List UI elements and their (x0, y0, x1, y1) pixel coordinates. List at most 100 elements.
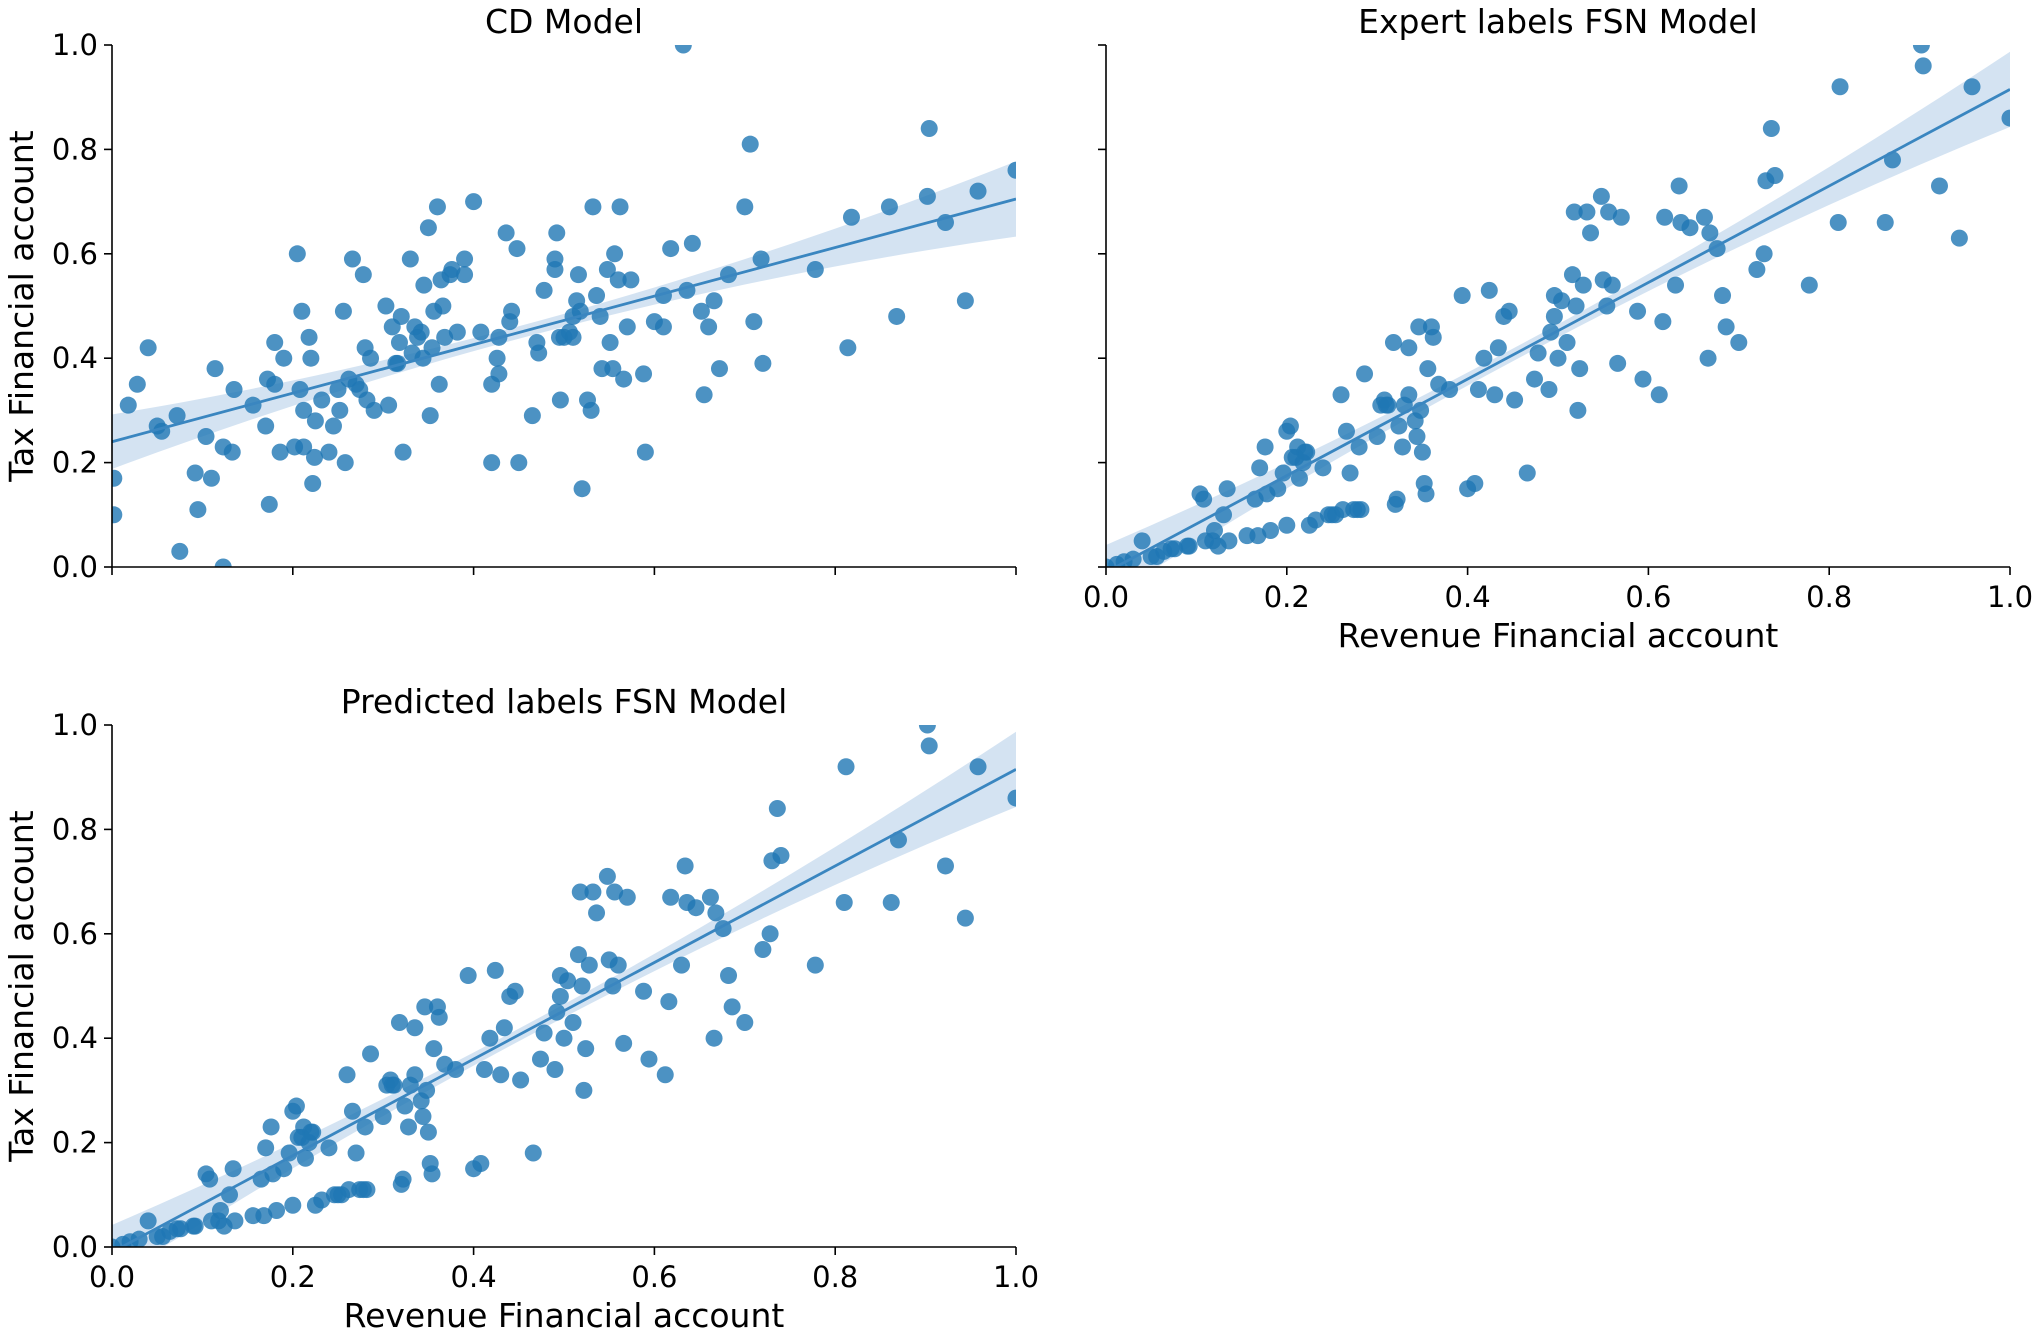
scatter-point (577, 1040, 595, 1058)
scatter-point (211, 1201, 229, 1219)
y-axis-label: Tax Financial account (2, 130, 41, 482)
scatter-point (139, 1212, 157, 1230)
scatter-point (1963, 78, 1981, 96)
scatter-point (1800, 276, 1818, 294)
scatter-point (956, 909, 974, 927)
scatter-point (189, 501, 207, 519)
x-tick-label: 0.8 (812, 1260, 858, 1294)
scatter-point (412, 323, 430, 341)
scatter-point (1950, 229, 1968, 247)
scatter-point (1650, 386, 1668, 404)
scatter-point (1667, 276, 1685, 294)
scatter-point (304, 1123, 322, 1141)
scatter-point (676, 857, 694, 875)
scatter-point (1007, 161, 1016, 179)
scatter-point (523, 407, 541, 425)
scatter-point (584, 198, 602, 216)
scatter-point (456, 250, 474, 268)
scatter-point (656, 1066, 674, 1084)
scatter-point (343, 1102, 361, 1120)
scatter-point (459, 967, 477, 985)
scatter-point (324, 417, 342, 435)
scatter-point (389, 354, 407, 372)
scatter-point (1912, 45, 1930, 54)
scatter-point (415, 276, 433, 294)
scatter-point (390, 1014, 408, 1032)
scatter-point (741, 135, 759, 153)
scatter-point (882, 893, 900, 911)
scatter-point (1400, 339, 1418, 357)
scatter-point (1218, 480, 1236, 498)
scatter-point (421, 407, 439, 425)
scatter-point (1413, 443, 1431, 461)
x-tick-label: 1.0 (1987, 580, 2033, 614)
scatter-point (584, 883, 602, 901)
scatter-point (1755, 245, 1773, 263)
panel-2: 0.0 0.2 0.4 0.6 0.8 1.0 Expert labels FSN Mode… (1083, 2, 2033, 655)
scatter-point (320, 443, 338, 461)
scatter-point (394, 1170, 412, 1188)
scatter-point (392, 307, 410, 325)
scatter-point (1453, 287, 1471, 305)
scatter-point (835, 893, 853, 911)
scatter-point (495, 1019, 513, 1037)
scatter-point (1480, 281, 1498, 299)
scatter-point (700, 318, 718, 336)
scatter-point (530, 344, 548, 362)
scatter-point (918, 725, 936, 734)
scatter-point (806, 956, 824, 974)
y-tick-label: 1.0 (52, 708, 98, 742)
panel-1: 0.0 0.2 0.4 0.6 0.8 1.0 CD Model Tax Financial … (2, 2, 1017, 584)
scatter-point (394, 443, 412, 461)
scatter-point (1466, 474, 1484, 492)
scatter-point (720, 967, 738, 985)
scatter-point (588, 904, 606, 922)
scatter-point (720, 266, 738, 284)
scatter-point (604, 360, 622, 378)
scatter-point (1394, 438, 1412, 456)
panel-title: Expert labels FSN Model (1358, 2, 1758, 41)
scatter-point (1475, 349, 1493, 367)
scatter-point (569, 946, 587, 964)
scatter-points (112, 45, 1016, 567)
scatter-point (1390, 417, 1408, 435)
scatter-point (1350, 438, 1368, 456)
scatter-point (575, 1081, 593, 1099)
scatter-point (1298, 443, 1316, 461)
scatter-point (497, 224, 515, 242)
scatter-point (284, 1196, 302, 1214)
scatter-point (226, 1212, 244, 1230)
scatter-point (1424, 328, 1442, 346)
scatter-point (202, 469, 220, 487)
x-tick-label: 0.8 (1806, 580, 1852, 614)
scatter-point (271, 443, 289, 461)
scatter-point (1384, 334, 1402, 352)
scatter-point (673, 956, 691, 974)
scatter-point (654, 318, 672, 336)
confidence-band (112, 161, 1016, 469)
scatter-point (313, 391, 331, 409)
scatter-point (772, 847, 790, 864)
scatter-point (1569, 401, 1587, 419)
scatter-point (1525, 370, 1543, 388)
scatter-point (888, 307, 906, 325)
scatter-point (295, 438, 313, 456)
scatter-point (611, 198, 629, 216)
y-tick-label: 0.8 (52, 812, 98, 846)
scatter-point (1748, 260, 1766, 278)
scatter-point (569, 266, 587, 284)
scatter-point (598, 260, 616, 278)
scatter-point (736, 198, 754, 216)
scatter-point (456, 266, 474, 284)
scatter-point (1654, 313, 1672, 331)
scatter-point (564, 1014, 582, 1032)
scatter-point (448, 323, 466, 341)
scatter-point (295, 401, 313, 419)
scatter-point (1400, 386, 1418, 404)
confidence-band (1106, 51, 2010, 567)
scatter-point (837, 758, 855, 776)
panel-title: CD Model (485, 2, 643, 41)
scatter-point (1195, 490, 1213, 508)
scatter-point (343, 250, 361, 268)
scatter-point (186, 464, 204, 482)
